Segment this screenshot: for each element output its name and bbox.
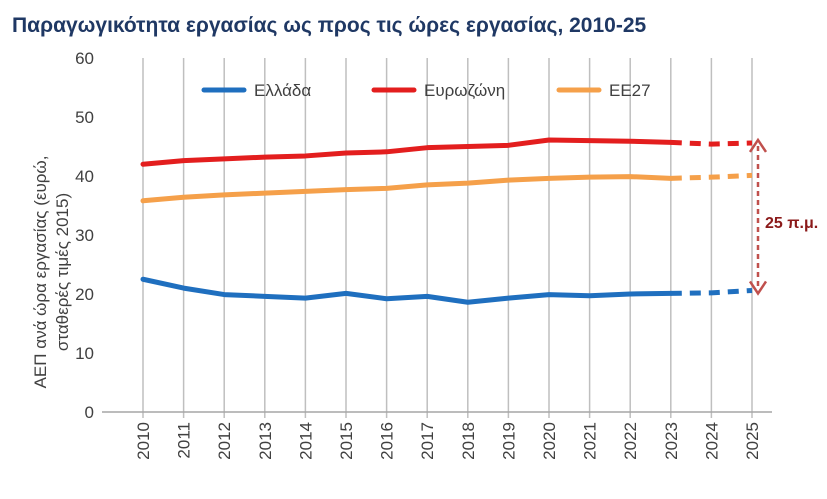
x-tick-label: 2010	[134, 422, 153, 460]
y-tick-label: 40	[75, 167, 94, 186]
x-tick-label: 2019	[499, 422, 518, 460]
chart-title: Παραγωγικότητα εργασίας ως προς τις ώρες…	[12, 14, 647, 37]
legend: Ελλάδα Ευρωζώνη ΕΕ27	[201, 81, 651, 100]
x-tick-label: 2011	[175, 422, 194, 459]
legend-label-0: Ελλάδα	[254, 81, 311, 100]
series-lines	[140, 137, 753, 305]
x-ticks: 2010 2011 2012 2013 2014 2015 2016 2017 2018 2019…	[134, 422, 762, 460]
x-tick-label: 2012	[215, 422, 234, 460]
annotation-arrow-head-top	[748, 137, 768, 153]
y-tick-label: 60	[75, 49, 94, 68]
x-tick-label: 2020	[540, 422, 559, 460]
x-tick-label: 2023	[662, 422, 681, 460]
annotation-arrow-head-bottom	[748, 280, 768, 296]
series-line-dashed-2	[670, 172, 753, 181]
legend-label-2: ΕΕ27	[609, 81, 651, 100]
annotation-label: 25 π.μ.	[765, 215, 818, 232]
x-tick-label: 2016	[378, 422, 397, 460]
x-tick-label: 2021	[581, 422, 600, 460]
gridlines	[142, 58, 753, 418]
gap-annotation: 25 π.μ.	[748, 137, 818, 296]
y-axis-label-line2: σταθερές τιμές 2015)	[53, 193, 72, 351]
y-tick-label: 20	[75, 285, 94, 304]
x-tick-label: 2025	[743, 422, 762, 460]
x-tick-label: 2018	[459, 422, 478, 460]
x-tick-label: 2014	[296, 422, 315, 460]
x-tick-label: 2013	[256, 422, 275, 460]
y-axis-label-line1: ΑΕΠ ανά ώρα εργασίας (ευρώ,	[31, 156, 50, 389]
y-tick-label: 0	[85, 403, 94, 422]
x-tick-label: 2015	[337, 422, 356, 460]
series-line-solid-1	[140, 137, 674, 167]
x-tick-label: 2022	[621, 422, 640, 460]
series-line-solid-2	[140, 174, 674, 204]
series-line-solid-0	[140, 276, 674, 305]
y-tick-label: 10	[75, 344, 94, 363]
series-line-dashed-0	[670, 287, 753, 296]
x-tick-label: 2024	[702, 422, 721, 460]
y-tick-label: 50	[75, 108, 94, 127]
y-tick-label: 30	[75, 226, 94, 245]
x-tick-label: 2017	[418, 422, 437, 460]
y-ticks: 0 10 20 30 40 50 60	[75, 49, 94, 422]
legend-label-1: Ευρωζώνη	[424, 81, 505, 100]
series-line-dashed-1	[670, 139, 753, 147]
